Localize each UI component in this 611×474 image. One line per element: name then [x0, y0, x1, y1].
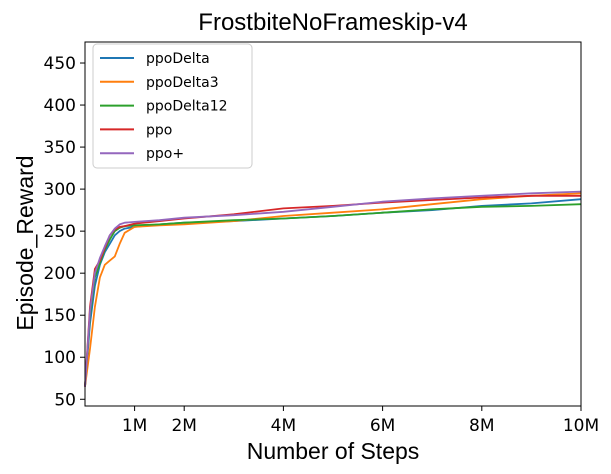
- x-tick-label: 4M: [271, 416, 296, 436]
- y-tick-label: 100: [44, 348, 76, 368]
- legend-label-ppo-plus: ppo+: [146, 146, 184, 162]
- y-tick-label: 400: [44, 96, 76, 116]
- y-axis-label: Episode_Reward: [12, 155, 38, 330]
- legend-label-ppodelta3: ppoDelta3: [146, 75, 219, 91]
- series-layer: [84, 190, 582, 387]
- legend-label-ppodelta: ppoDelta: [146, 51, 210, 67]
- y-tick-label: 150: [44, 306, 76, 326]
- y-axis: 50 100 150 200 250 300 350 400 450: [44, 54, 85, 410]
- x-tick-label: 8M: [469, 416, 494, 436]
- y-tick-label: 50: [54, 390, 76, 410]
- series-line-ppo-plus: [84, 190, 582, 387]
- x-tick-label: 2M: [171, 416, 196, 436]
- x-axis: 1M 2M 4M 6M 8M 10M: [122, 406, 599, 436]
- legend-box: [92, 43, 253, 169]
- y-tick-label: 350: [44, 138, 76, 158]
- series-line-ppo: [84, 194, 581, 387]
- y-tick-label: 450: [44, 54, 76, 74]
- legend: ppoDelta ppoDelta3 ppoDelta12 ppo ppo+: [92, 43, 253, 169]
- y-tick-label: 300: [44, 180, 76, 200]
- series-line-ppodelta12: [84, 203, 582, 387]
- chart-title: FrostbiteNoFrameskip-v4: [198, 9, 467, 36]
- x-tick-label: 10M: [563, 416, 599, 436]
- legend-label-ppodelta12: ppoDelta12: [146, 99, 228, 115]
- x-tick-label: 6M: [370, 416, 395, 436]
- x-tick-label: 1M: [122, 416, 147, 436]
- y-tick-label: 250: [44, 222, 76, 242]
- x-axis-label: Number of Steps: [247, 438, 420, 464]
- series-line-ppodelta: [84, 198, 582, 387]
- series-line-ppodelta3: [84, 192, 582, 387]
- legend-label-ppo: ppo: [146, 122, 172, 138]
- plot-frame: [84, 41, 582, 407]
- y-tick-label: 200: [44, 264, 76, 284]
